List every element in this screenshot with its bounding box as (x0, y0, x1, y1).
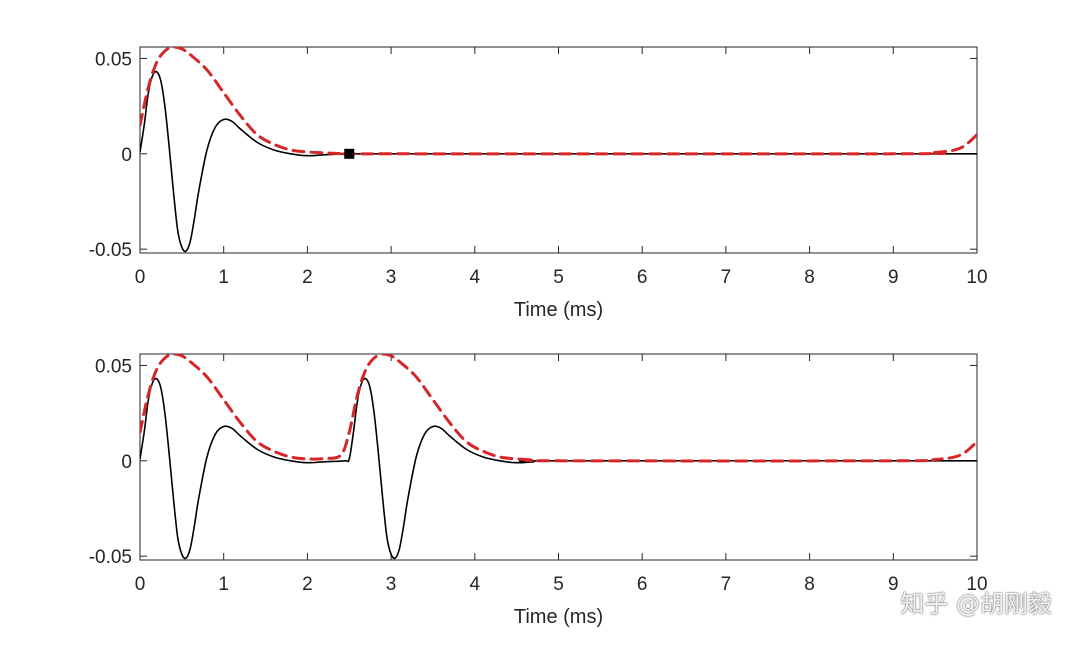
x-tick-label: 8 (804, 574, 815, 595)
dashed-series-line (140, 47, 977, 156)
y-tick-label: 0 (121, 145, 132, 166)
x-tick-label: 0 (135, 267, 146, 288)
x-tick-label: 5 (553, 574, 564, 595)
square-marker (344, 148, 355, 159)
x-tick-label: 4 (470, 267, 481, 288)
x-tick-label: 1 (218, 574, 229, 595)
solid-series-line (140, 70, 977, 253)
x-tick-label: 4 (470, 574, 481, 595)
x-tick-label: 8 (804, 267, 815, 288)
x-tick-label: 10 (966, 267, 987, 288)
axes-box (139, 46, 978, 254)
y-tick-label: -0.05 (89, 547, 132, 568)
x-tick-label: 6 (637, 574, 648, 595)
x-tick-label: 3 (386, 574, 397, 595)
x-tick-label: 3 (386, 267, 397, 288)
y-tick-label: -0.05 (89, 240, 132, 261)
x-tick-label: 5 (553, 267, 564, 288)
solid-series-line (140, 377, 977, 560)
axes-box (139, 353, 978, 561)
x-tick-label: 7 (721, 574, 732, 595)
x-tick-label: 6 (637, 267, 648, 288)
y-tick-label: 0.05 (95, 356, 132, 377)
x-tick-label: 0 (135, 574, 146, 595)
x-axis-label: Time (ms) (514, 606, 603, 628)
x-tick-label: 2 (302, 574, 313, 595)
x-tick-label: 7 (721, 267, 732, 288)
x-tick-label: 2 (302, 267, 313, 288)
x-tick-label: 10 (966, 574, 987, 595)
x-tick-label: 9 (888, 574, 899, 595)
y-tick-label: 0 (121, 452, 132, 473)
watermark: 知乎 @胡刚毅 (900, 590, 1052, 618)
dashed-series-line (140, 354, 977, 463)
x-axis-label: Time (ms) (514, 299, 603, 321)
x-tick-label: 9 (888, 267, 899, 288)
y-tick-label: 0.05 (95, 49, 132, 70)
x-tick-label: 1 (218, 267, 229, 288)
